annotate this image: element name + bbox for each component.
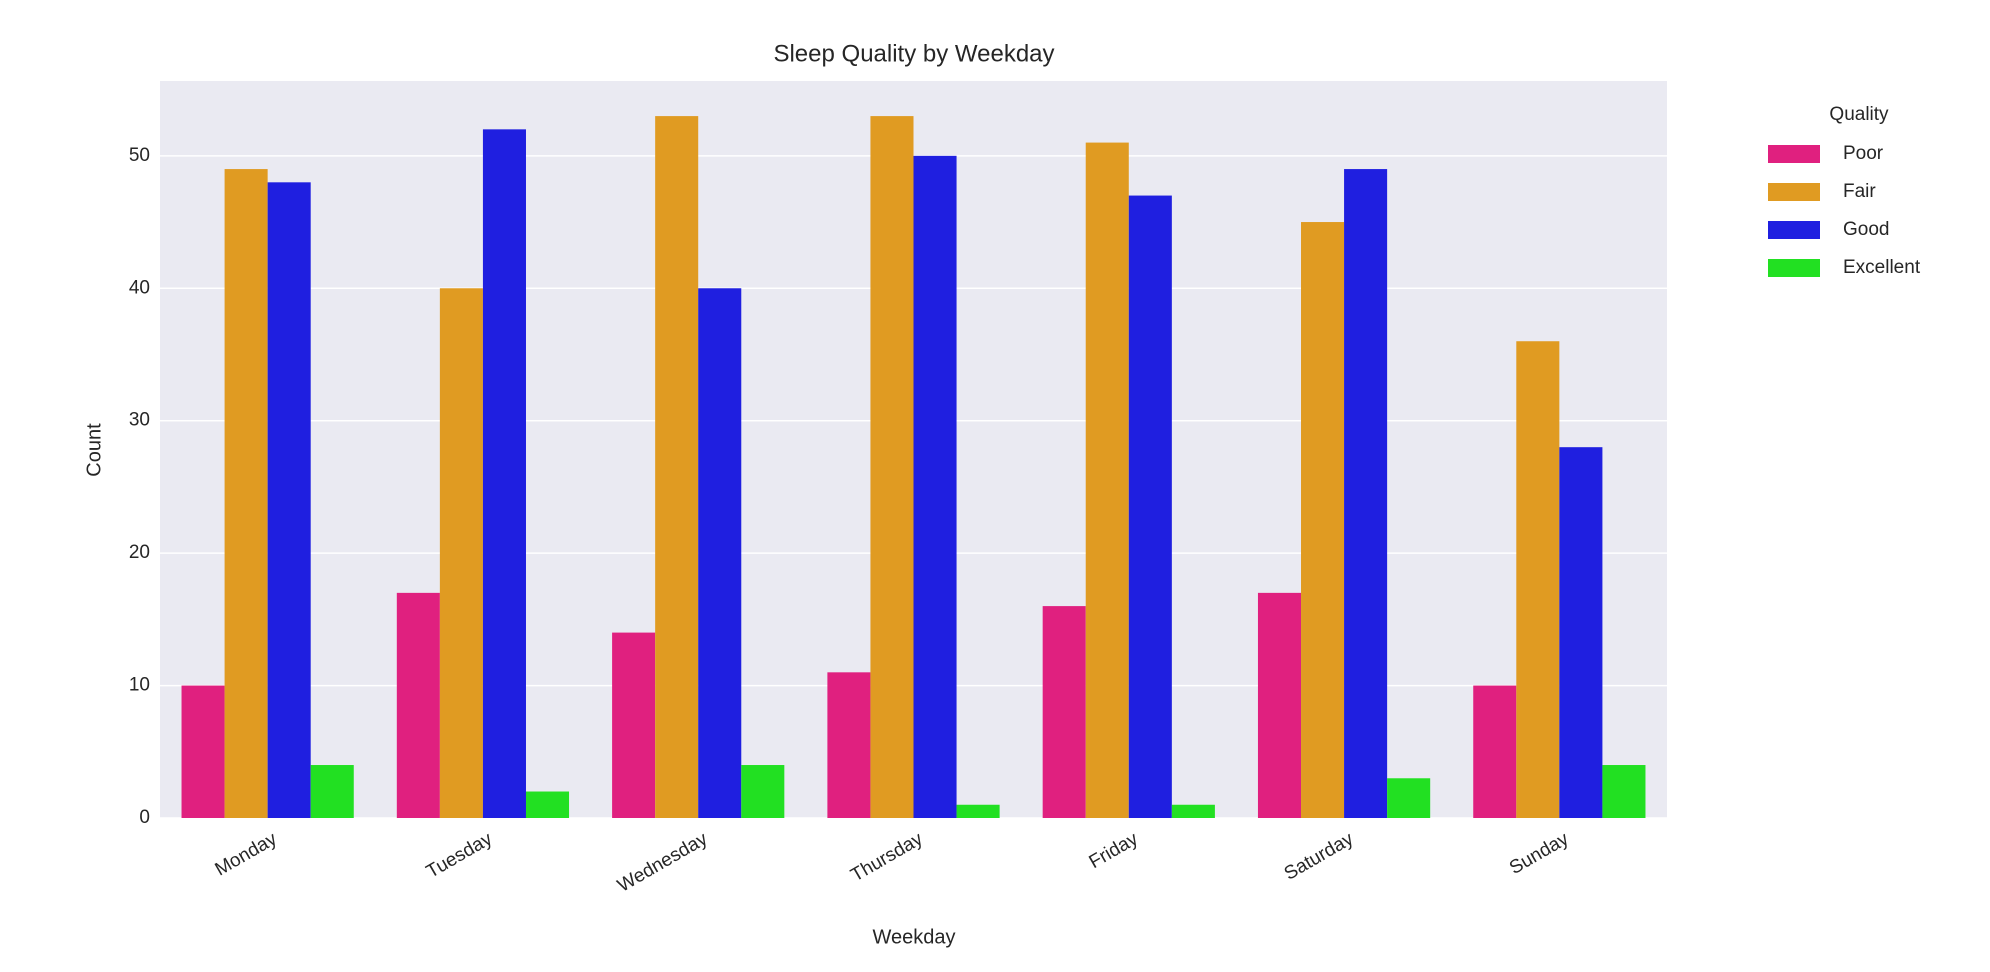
bar	[655, 116, 699, 819]
bar	[612, 632, 656, 818]
bar	[482, 129, 526, 818]
bar	[1085, 142, 1129, 818]
legend-swatch	[1768, 259, 1820, 277]
bar	[1387, 778, 1431, 818]
legend-title: Quality	[1829, 104, 1889, 125]
x-tick-label: Tuesday	[423, 828, 496, 883]
bar	[224, 169, 268, 818]
y-tick-label: 50	[129, 145, 150, 166]
x-tick-label: Saturday	[1281, 828, 1358, 884]
bar	[1602, 765, 1646, 818]
bar	[913, 155, 957, 819]
bar	[310, 765, 354, 818]
x-tick-label: Monday	[212, 828, 281, 880]
legend-swatch	[1768, 145, 1820, 163]
bar	[1042, 606, 1086, 818]
legend-label: Poor	[1843, 143, 1884, 164]
y-tick-label: 10	[129, 675, 150, 696]
bar	[698, 288, 742, 818]
bar	[956, 804, 1000, 818]
x-tick-label: Thursday	[847, 828, 927, 886]
y-axis-label: Count	[83, 423, 105, 477]
legend-label: Excellent	[1843, 257, 1921, 278]
legend-label: Good	[1843, 219, 1889, 240]
bar	[1257, 592, 1302, 818]
bar	[267, 182, 311, 818]
bar	[1344, 169, 1388, 818]
bar	[1128, 195, 1172, 818]
bar	[1301, 222, 1345, 819]
bar	[1516, 341, 1560, 818]
bar	[1171, 804, 1215, 818]
chart-title: Sleep Quality by Weekday	[773, 40, 1054, 67]
bar	[741, 765, 785, 818]
x-tick-label: Sunday	[1506, 828, 1573, 879]
x-tick-label: Friday	[1086, 828, 1143, 873]
bar	[827, 672, 871, 818]
x-tick-label: Wednesday	[614, 828, 712, 896]
y-tick-label: 30	[129, 410, 150, 431]
legend-swatch	[1768, 183, 1820, 201]
bar	[1559, 447, 1603, 818]
legend-swatch	[1768, 221, 1820, 239]
bar	[870, 116, 914, 819]
legend-label: Fair	[1843, 181, 1876, 202]
bar	[181, 685, 225, 818]
bar	[525, 791, 570, 818]
bar	[439, 288, 483, 818]
y-tick-label: 20	[129, 542, 150, 563]
x-axis-label: Weekday	[872, 926, 955, 948]
y-tick-label: 40	[129, 277, 150, 298]
bar	[1473, 685, 1517, 818]
y-tick-label: 0	[139, 807, 150, 828]
bar	[396, 592, 440, 818]
